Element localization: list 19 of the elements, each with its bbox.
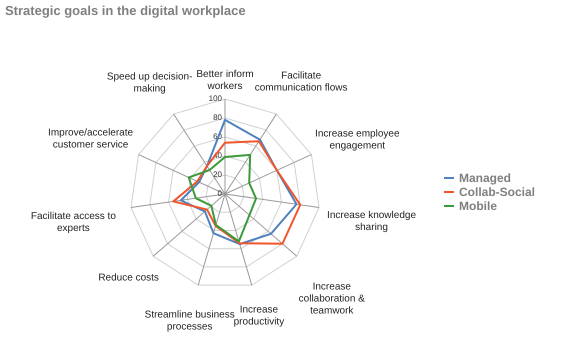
y-tick-label: 0 <box>218 189 223 198</box>
spoke-label: Improve/accelerate customer service <box>48 128 134 151</box>
y-tick-label: 20 <box>213 170 223 179</box>
chart-title: Strategic goals in the digital workplace <box>5 3 246 18</box>
spoke-label: Increase employee engagement <box>315 128 400 152</box>
legend-label: Mobile <box>459 199 498 213</box>
spoke-label: Increase collaboration & teamwork <box>298 282 366 317</box>
spoke-label: Speed up decision-making <box>106 72 192 95</box>
spoke-label: Facilitate communication flows <box>254 70 348 94</box>
spoke-label: Reduce costs <box>98 272 159 284</box>
y-tick-label: 100 <box>208 94 223 103</box>
legend-label: Collab-Social <box>459 185 536 199</box>
spoke-label: Better inform workers <box>196 69 254 92</box>
y-tick-label: 80 <box>213 113 223 122</box>
spoke-label: Facilitate access to experts <box>30 210 116 234</box>
legend-label: Managed <box>459 171 512 185</box>
spoke-label: Streamline business processes <box>144 309 235 332</box>
spoke-label: Increase knowledge sharing <box>327 210 416 234</box>
spoke-label: Increase productivity <box>234 304 284 328</box>
